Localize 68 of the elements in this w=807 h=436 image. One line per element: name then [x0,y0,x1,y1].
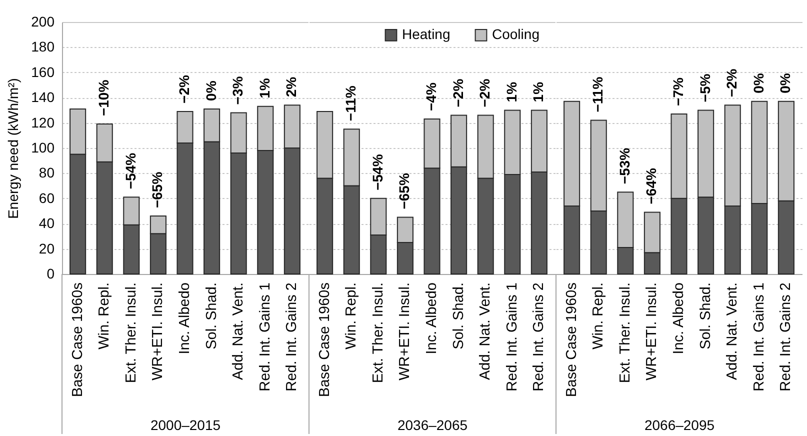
annotation: −3% [230,76,246,105]
y-tick-label: 0 [46,266,55,282]
x-tick-label: Inc. Albedo [671,282,687,354]
x-tick-label: WR+ETI. Insul. [644,282,660,380]
annotation: 0% [750,72,766,94]
annotation: 0% [202,80,219,101]
y-tick-label: 20 [38,240,55,256]
y-tick-label: 100 [31,140,55,156]
annotation: −5% [696,73,713,102]
x-tick-label: Red. Int. Gains 2 [284,282,300,392]
x-tick-label: Base Case 1960s [316,282,333,397]
annotation: −65% [149,171,166,208]
annotation: −54% [122,152,138,190]
x-tick-label: Add. Nat. Vent. [230,282,247,380]
x-tick-label: Sol. Shad. [204,282,220,350]
y-tick-label: 200 [31,14,55,30]
x-tick-label: Add. Nat. Vent. [724,282,741,380]
annotation: −2% [450,78,466,108]
x-tick-label: Base Case 1960s [70,282,86,397]
x-tick-label: Ext. Ther. Insul. [617,282,634,383]
x-tick-label: Inc. Albedo [177,282,193,354]
x-tick-label: Add. Nat. Vent. [478,282,494,380]
y-tick-label: 40 [38,215,55,232]
y-tick-label: 140 [31,89,55,106]
annotation: 1% [256,78,272,98]
x-tick-label: Win. Repl. [96,282,113,350]
y-tick-label: 80 [38,164,55,181]
annotation: 0% [777,72,794,94]
y-tick-label: 120 [31,114,55,130]
x-axis-title: 2000–2015 [150,416,221,433]
x-tick-label: Sol. Shad. [450,282,467,350]
annotation: 2% [283,76,300,98]
annotation: −11% [590,76,606,112]
annotation: −53% [616,147,632,184]
x-tick-label: Red. Int. Gains 2 [778,282,794,392]
annotation: −2% [476,78,493,108]
annotation: 1% [530,81,546,102]
y-tick-label: 60 [38,190,55,206]
annotation: −64% [643,168,660,204]
x-axis-title: 2066–2095 [644,416,715,433]
y-axis-title: Energy need (kWh/m²) [5,78,22,219]
x-tick-label: Win. Repl. [344,282,360,350]
annotation: −2% [176,74,192,104]
legend-label: Cooling [492,26,540,42]
x-tick-label: Ext. Ther. Insul. [123,282,140,383]
x-tick-label: WR+ETI. Insul. [150,282,166,380]
x-tick-label: Base Case 1960s [564,282,580,397]
x-axis-title: 2036–2065 [397,416,468,433]
x-tick-label: Red. Int. Gains 1 [257,282,274,392]
annotation: −54% [369,154,386,190]
annotation: −7% [670,77,686,106]
x-tick-label: Red. Int. Gains 1 [504,282,520,392]
x-tick-label: WR+ETI. Insul. [397,282,414,380]
x-tick-label: Inc. Albedo [424,282,440,354]
x-tick-label: Sol. Shad. [698,282,714,350]
x-tick-label: Win. Repl. [590,282,607,350]
x-tick-label: Red. Int. Gains 2 [531,282,548,392]
annotation: −2% [724,68,740,98]
annotation: −11% [342,85,359,122]
x-tick-label: Red. Int. Gains 1 [751,282,768,392]
annotation: 1% [503,81,520,102]
annotation: −4% [423,82,439,112]
annotation: −65% [396,172,412,210]
x-tick-label: Ext. Ther. Insul. [370,282,386,383]
y-tick-label: 180 [31,38,55,55]
y-tick-label: 160 [31,64,55,80]
legend-label: Heating [402,26,450,42]
annotation: −10% [96,79,112,116]
